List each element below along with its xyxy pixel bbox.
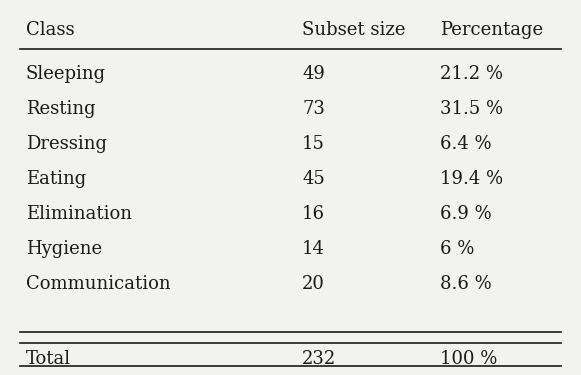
Text: 49: 49 xyxy=(302,65,325,83)
Text: 6.4 %: 6.4 % xyxy=(440,135,492,153)
Text: 20: 20 xyxy=(302,274,325,292)
Text: 6.9 %: 6.9 % xyxy=(440,205,492,223)
Text: 14: 14 xyxy=(302,240,325,258)
Text: 100 %: 100 % xyxy=(440,350,497,368)
Text: 21.2 %: 21.2 % xyxy=(440,65,503,83)
Text: Resting: Resting xyxy=(26,100,95,118)
Text: 232: 232 xyxy=(302,350,336,368)
Text: 6 %: 6 % xyxy=(440,240,475,258)
Text: Percentage: Percentage xyxy=(440,21,543,39)
Text: Sleeping: Sleeping xyxy=(26,65,106,83)
Text: Class: Class xyxy=(26,21,74,39)
Text: Elimination: Elimination xyxy=(26,205,132,223)
Text: 8.6 %: 8.6 % xyxy=(440,274,492,292)
Text: Dressing: Dressing xyxy=(26,135,107,153)
Text: Eating: Eating xyxy=(26,170,86,188)
Text: Hygiene: Hygiene xyxy=(26,240,102,258)
Text: 16: 16 xyxy=(302,205,325,223)
Text: 15: 15 xyxy=(302,135,325,153)
Text: 73: 73 xyxy=(302,100,325,118)
Text: 31.5 %: 31.5 % xyxy=(440,100,503,118)
Text: Subset size: Subset size xyxy=(302,21,406,39)
Text: Total: Total xyxy=(26,350,71,368)
Text: 45: 45 xyxy=(302,170,325,188)
Text: Communication: Communication xyxy=(26,274,170,292)
Text: 19.4 %: 19.4 % xyxy=(440,170,503,188)
